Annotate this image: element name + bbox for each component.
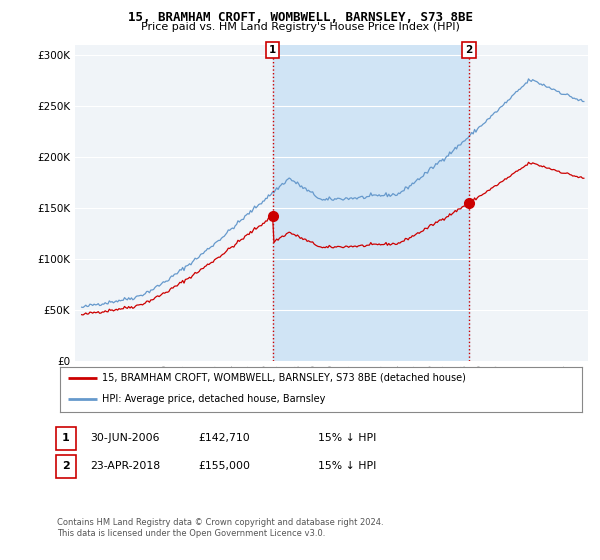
Text: 1: 1 [62, 433, 70, 443]
Text: HPI: Average price, detached house, Barnsley: HPI: Average price, detached house, Barn… [102, 394, 325, 404]
Bar [272, 45, 469, 361]
Text: 15, BRAMHAM CROFT, WOMBWELL, BARNSLEY, S73 8BE: 15, BRAMHAM CROFT, WOMBWELL, BARNSLEY, S… [128, 11, 473, 24]
Text: 15, BRAMHAM CROFT, WOMBWELL, BARNSLEY, S73 8BE (detached house): 15, BRAMHAM CROFT, WOMBWELL, BARNSLEY, S… [102, 373, 466, 383]
Text: 2: 2 [62, 461, 70, 471]
Text: 23-APR-2018: 23-APR-2018 [90, 461, 160, 471]
Text: 30-JUN-2006: 30-JUN-2006 [90, 433, 160, 443]
Text: £155,000: £155,000 [198, 461, 250, 471]
Text: 2: 2 [466, 45, 473, 55]
Text: 1: 1 [269, 45, 276, 55]
Text: £142,710: £142,710 [198, 433, 250, 443]
Text: Contains HM Land Registry data © Crown copyright and database right 2024.
This d: Contains HM Land Registry data © Crown c… [57, 518, 383, 538]
Text: Price paid vs. HM Land Registry's House Price Index (HPI): Price paid vs. HM Land Registry's House … [140, 22, 460, 32]
Text: 15% ↓ HPI: 15% ↓ HPI [318, 433, 376, 443]
Text: 15% ↓ HPI: 15% ↓ HPI [318, 461, 376, 471]
